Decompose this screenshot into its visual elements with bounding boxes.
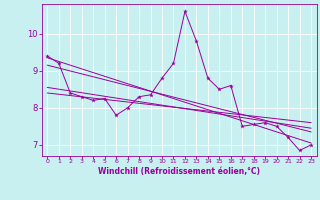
X-axis label: Windchill (Refroidissement éolien,°C): Windchill (Refroidissement éolien,°C) [98, 167, 260, 176]
